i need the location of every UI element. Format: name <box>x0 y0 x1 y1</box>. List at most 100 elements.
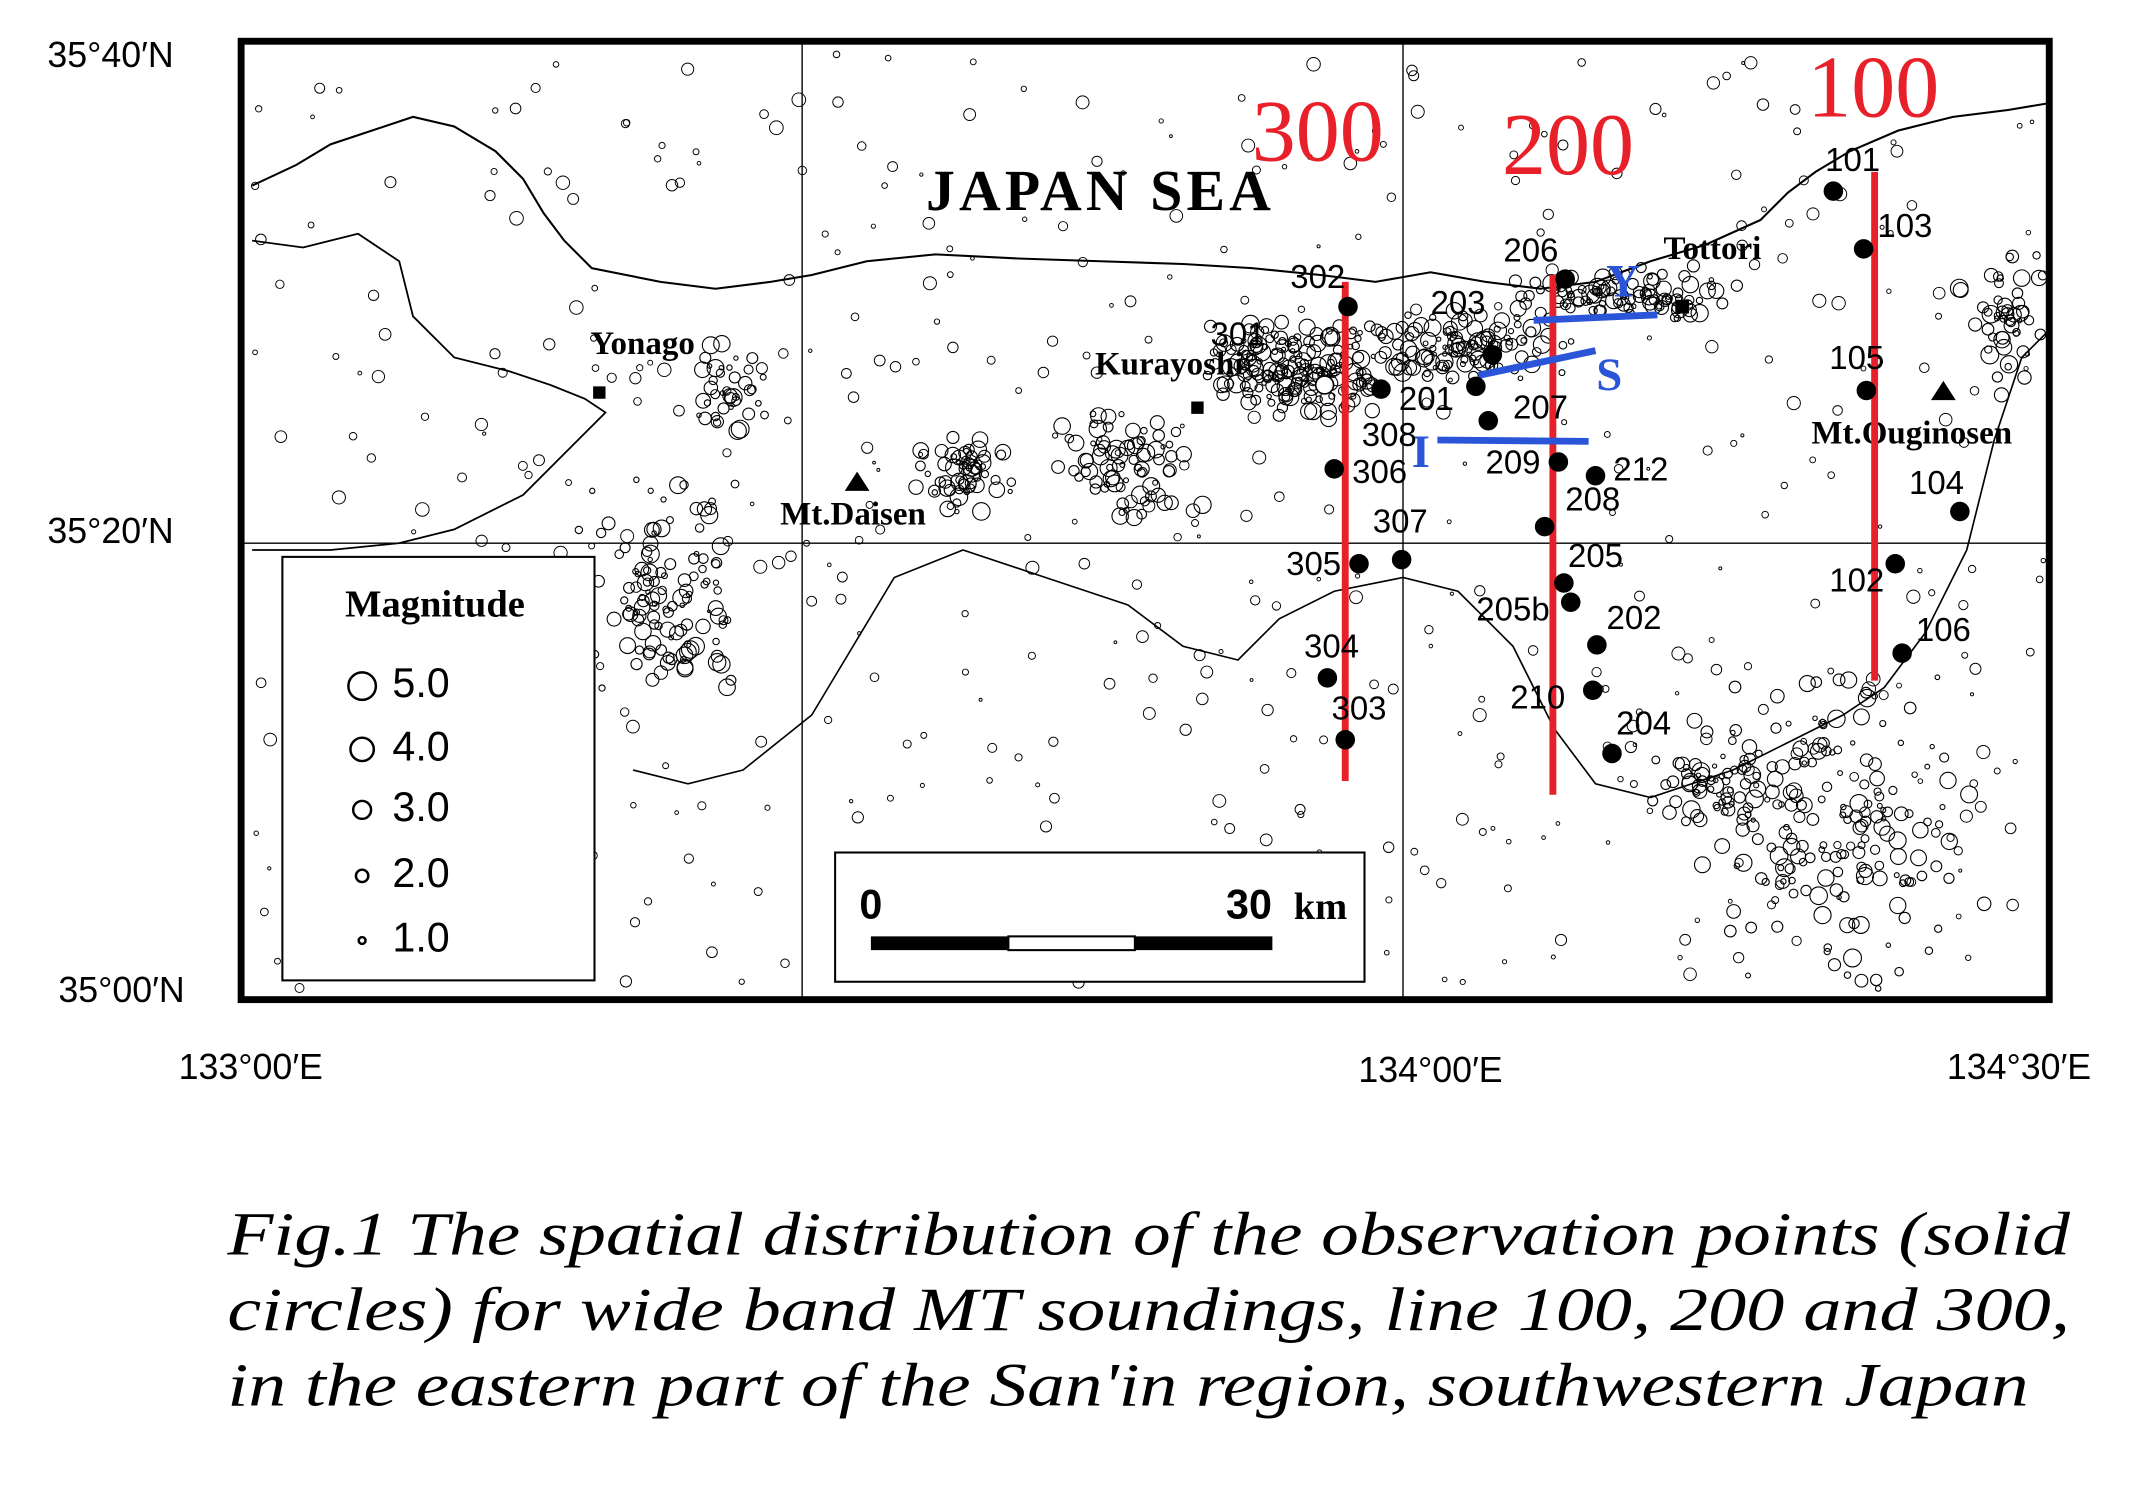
scale-segment <box>870 936 1009 951</box>
earthquake <box>1249 678 1254 682</box>
earthquake <box>619 637 637 655</box>
earthquake <box>1646 335 1652 341</box>
earthquake <box>1271 348 1279 356</box>
earthquake <box>1770 688 1785 704</box>
earthquake <box>591 364 600 372</box>
earthquake <box>1215 334 1234 352</box>
profile-line <box>1477 347 1597 379</box>
earthquake <box>933 318 941 325</box>
earthquake <box>1250 595 1261 606</box>
earthquake <box>1090 366 1104 379</box>
earthquake <box>1718 798 1726 806</box>
earthquake <box>840 367 852 379</box>
earthquake <box>1160 444 1166 450</box>
earthquake <box>1764 355 1774 364</box>
earthquake <box>1027 651 1036 660</box>
earthquake <box>753 887 763 897</box>
earthquake <box>555 175 571 190</box>
earthquake <box>1761 510 1769 519</box>
earthquake <box>1859 779 1870 790</box>
earthquake <box>672 588 690 607</box>
earthquake <box>517 460 528 471</box>
earthquake <box>1291 368 1310 387</box>
earthquake <box>1969 692 1975 697</box>
earthquake <box>1940 832 1958 851</box>
earthquake <box>1089 410 1097 418</box>
earthquake <box>1617 775 1624 783</box>
earthquake <box>1976 896 1992 912</box>
earthquake <box>655 644 668 656</box>
earthquake <box>1924 946 1934 956</box>
station-label: 102 <box>1829 562 1884 599</box>
earthquake <box>1445 301 1464 320</box>
earthquake <box>1006 477 1017 487</box>
earthquake <box>259 907 269 917</box>
earthquake <box>1630 303 1637 310</box>
earthquake <box>695 618 711 635</box>
earthquake <box>1744 56 1758 70</box>
earthquake <box>1233 358 1250 374</box>
earthquake <box>1227 374 1246 394</box>
earthquake <box>835 593 847 605</box>
earthquake <box>1651 755 1661 765</box>
earthquake <box>1525 326 1537 338</box>
earthquake <box>1752 771 1761 781</box>
earthquake <box>1224 823 1236 834</box>
earthquake <box>1894 966 1904 977</box>
earthquake <box>1352 351 1365 364</box>
earthquake <box>1412 317 1430 334</box>
earthquake <box>1742 802 1754 814</box>
earthquake <box>1241 138 1256 153</box>
earthquake <box>969 477 985 494</box>
earthquake <box>653 665 669 680</box>
earthquake <box>1850 740 1856 746</box>
station-label: 203 <box>1430 284 1485 321</box>
earthquake <box>1880 807 1887 814</box>
earthquake <box>710 415 724 429</box>
earthquake <box>1730 439 1738 447</box>
legend-symbol <box>354 868 370 884</box>
station-marker <box>1560 592 1581 613</box>
earthquake <box>1874 985 1882 992</box>
earthquake <box>630 802 637 809</box>
earthquake <box>922 217 936 230</box>
earthquake <box>552 61 560 68</box>
earthquake <box>937 456 952 472</box>
earthquake <box>1754 872 1768 885</box>
earthquake <box>1428 643 1434 649</box>
city-marker <box>1675 299 1689 314</box>
earthquake <box>2011 287 2024 299</box>
earthquake <box>939 500 956 518</box>
earthquake <box>1136 443 1156 462</box>
earthquake <box>643 566 652 575</box>
earthquake <box>1868 757 1882 771</box>
earthquake <box>824 715 833 725</box>
earthquake <box>931 489 939 496</box>
earthquake <box>1784 218 1794 228</box>
earthquake <box>1357 329 1363 336</box>
earthquake <box>1071 518 1078 525</box>
earthquake <box>1949 278 1969 298</box>
earthquake <box>697 553 709 565</box>
earthquake <box>1248 579 1254 584</box>
earthquake <box>1319 735 1329 745</box>
earthquake <box>969 58 977 66</box>
earthquake <box>1646 466 1651 471</box>
earthquake <box>1832 673 1846 687</box>
earthquake <box>1089 419 1099 429</box>
earthquake <box>1930 827 1941 838</box>
earthquake <box>1179 423 1185 429</box>
station-marker <box>1856 380 1877 401</box>
earthquake <box>1993 315 2001 322</box>
earthquake <box>1609 509 1616 517</box>
earthquake <box>713 586 722 595</box>
earthquake <box>1118 508 1126 517</box>
earthquake <box>1354 334 1362 343</box>
earthquake <box>1818 846 1826 854</box>
earthquake <box>1175 446 1192 463</box>
earthquake <box>1399 340 1418 358</box>
earthquake <box>943 483 957 497</box>
earthquake <box>1983 307 1993 317</box>
earthquake <box>881 182 888 189</box>
earthquake <box>1068 465 1080 477</box>
